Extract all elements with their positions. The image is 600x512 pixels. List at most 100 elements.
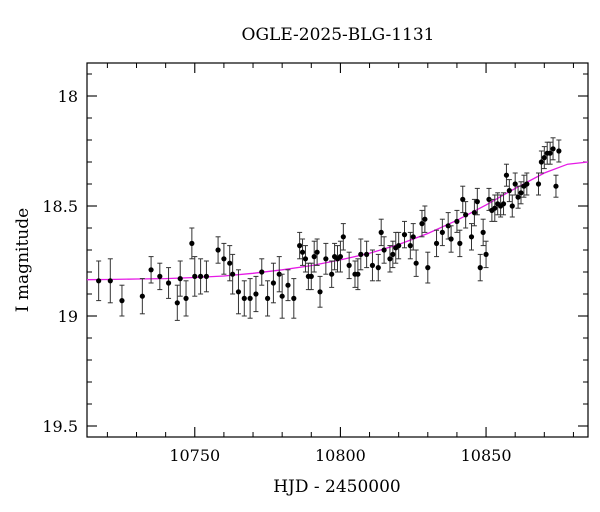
data-point (506, 188, 512, 194)
data-point (297, 243, 303, 249)
data-point (410, 234, 416, 240)
data-point (337, 254, 344, 260)
data-point (538, 159, 544, 165)
data-point (285, 282, 291, 288)
data-point (139, 293, 145, 299)
data-point (148, 267, 154, 273)
y-tick-label: 18.5 (42, 197, 78, 216)
data-point (483, 251, 489, 257)
data-point (477, 265, 483, 271)
y-tick-label: 19 (58, 307, 78, 326)
data-point (302, 256, 309, 262)
data-point (364, 251, 370, 257)
y-tick-label: 19.5 (42, 417, 78, 436)
data-point (425, 265, 431, 271)
data-point (535, 181, 542, 187)
data-point (387, 256, 393, 262)
data-point (541, 155, 547, 161)
y-tick-label: 18 (58, 87, 78, 106)
data-point (515, 194, 521, 200)
x-tick-label: 10800 (315, 446, 366, 465)
data-point (227, 260, 233, 266)
data-point (157, 273, 163, 279)
data-point (358, 251, 364, 257)
data-point (241, 295, 247, 301)
data-point (448, 236, 454, 242)
data-point (407, 243, 413, 249)
data-point (291, 295, 297, 301)
data-point (445, 223, 451, 229)
data-point (454, 218, 460, 224)
data-point (308, 273, 314, 279)
data-point (107, 278, 113, 284)
data-point (419, 221, 425, 227)
data-point (463, 212, 469, 218)
data-point (329, 271, 335, 277)
data-point (96, 278, 102, 284)
data-point (396, 243, 402, 249)
data-point (503, 172, 510, 178)
x-tick-label: 10850 (461, 446, 512, 465)
data-point (512, 181, 518, 187)
data-point (355, 271, 361, 277)
y-axis-label: I magnitude (13, 208, 33, 312)
data-point (299, 249, 306, 255)
data-point (375, 265, 381, 271)
data-point (314, 249, 320, 255)
data-point (486, 196, 492, 202)
data-point (197, 273, 204, 279)
data-point (177, 276, 183, 282)
data-point (550, 146, 556, 152)
data-point (279, 293, 285, 299)
chart-title: OGLE-2025-BLG-1131 (242, 25, 435, 45)
data-point (468, 234, 475, 240)
data-point (500, 201, 507, 207)
data-point (433, 240, 440, 246)
data-point (346, 262, 352, 268)
plot-area: 10750 10800 10850 18 18.5 19 19.5 (42, 62, 589, 465)
data-point (221, 256, 227, 262)
data-point (340, 234, 346, 240)
data-point (189, 240, 195, 246)
data-point (381, 247, 387, 253)
x-axis-label: HJD - 2450000 (273, 477, 401, 497)
data-point (317, 289, 323, 295)
data-point (457, 240, 463, 246)
data-point (192, 273, 198, 279)
data-point (378, 229, 384, 235)
data-point (203, 273, 210, 279)
data-point (253, 291, 259, 297)
x-tick-label: 10750 (169, 446, 220, 465)
data-point (311, 254, 317, 260)
data-point (413, 260, 419, 266)
data-point (165, 280, 172, 286)
data-point (471, 210, 478, 216)
data-point (422, 216, 428, 222)
data-point (230, 271, 236, 277)
data-point (556, 148, 562, 154)
data-point (247, 295, 253, 301)
data-point (174, 300, 180, 306)
data-point (480, 229, 486, 235)
data-point (553, 183, 559, 189)
data-point (439, 229, 445, 235)
data-point (474, 199, 480, 205)
data-point (524, 181, 530, 187)
data-point (259, 269, 265, 275)
data-point (390, 251, 396, 257)
data-point (264, 295, 271, 301)
data-point (276, 271, 282, 277)
data-point (183, 295, 189, 301)
data-point (547, 150, 553, 156)
data-point (492, 205, 498, 211)
data-point (369, 262, 376, 268)
data-point (323, 256, 329, 262)
data-point (518, 190, 524, 196)
data-point (509, 203, 515, 209)
data-point (460, 196, 466, 202)
data-point (401, 232, 408, 238)
data-point (215, 247, 221, 253)
data-point (270, 280, 277, 286)
data-point (119, 298, 125, 304)
